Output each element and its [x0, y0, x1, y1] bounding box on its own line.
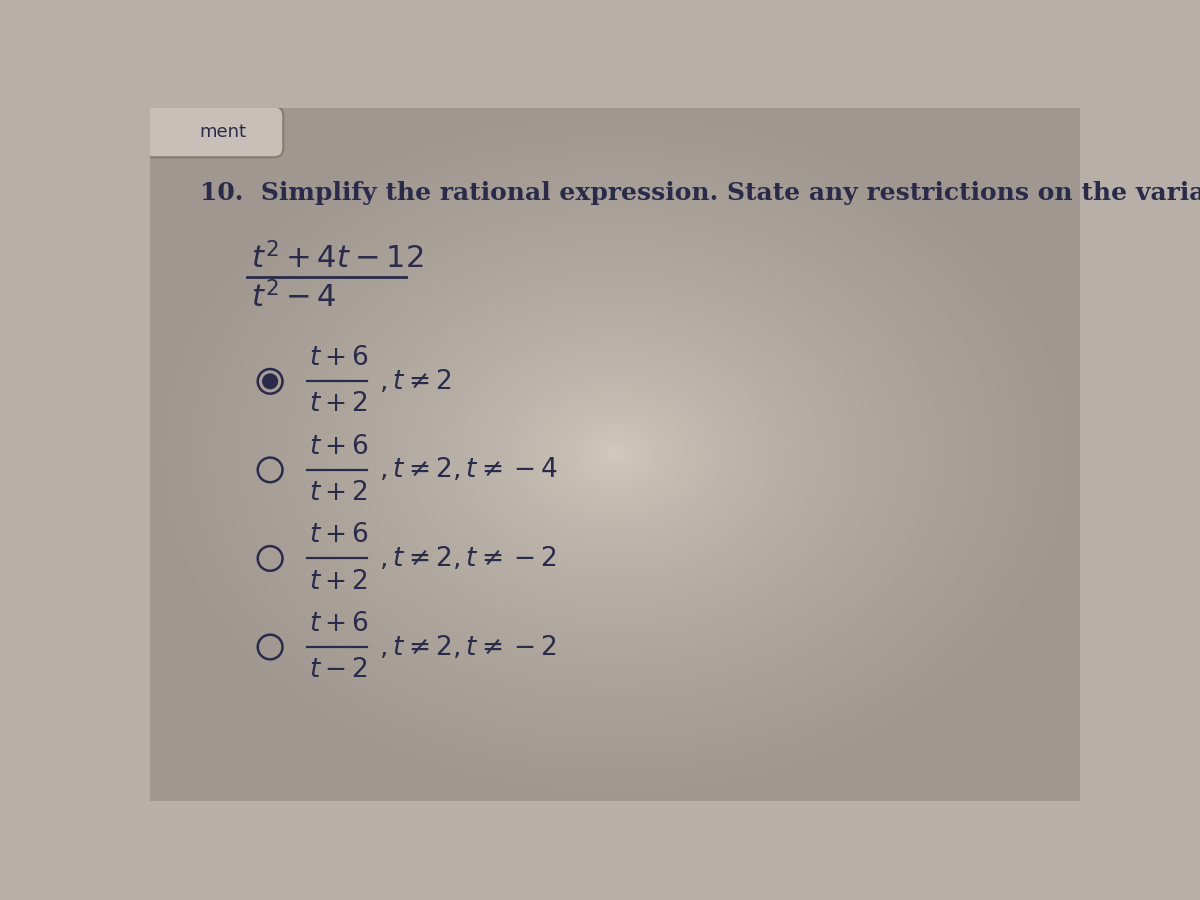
Text: $, t\neq2, t\neq-2$: $, t\neq2, t\neq-2$	[379, 634, 557, 661]
Text: $t+2$: $t+2$	[308, 569, 367, 595]
Text: $t+6$: $t+6$	[308, 434, 368, 460]
Text: $, t\neq2, t\neq-2$: $, t\neq2, t\neq-2$	[379, 544, 557, 572]
Text: $t^2+4t-12$: $t^2+4t-12$	[251, 242, 424, 274]
Text: $, t\neq2, t\neq-4$: $, t\neq2, t\neq-4$	[379, 456, 558, 483]
Text: $, t\neq2$: $, t\neq2$	[379, 368, 451, 395]
Text: $t+6$: $t+6$	[308, 522, 368, 548]
Text: $t+6$: $t+6$	[308, 346, 368, 371]
Text: $t+2$: $t+2$	[308, 392, 367, 418]
Text: $t^2-4$: $t^2-4$	[251, 281, 336, 313]
Circle shape	[262, 374, 278, 390]
Text: $t-2$: $t-2$	[308, 657, 367, 683]
Text: $t+6$: $t+6$	[308, 611, 368, 637]
Text: $t+2$: $t+2$	[308, 480, 367, 506]
Text: ment: ment	[199, 123, 246, 141]
Text: 10.  Simplify the rational expression. State any restrictions on the variable.: 10. Simplify the rational expression. St…	[200, 181, 1200, 204]
FancyBboxPatch shape	[95, 106, 283, 158]
